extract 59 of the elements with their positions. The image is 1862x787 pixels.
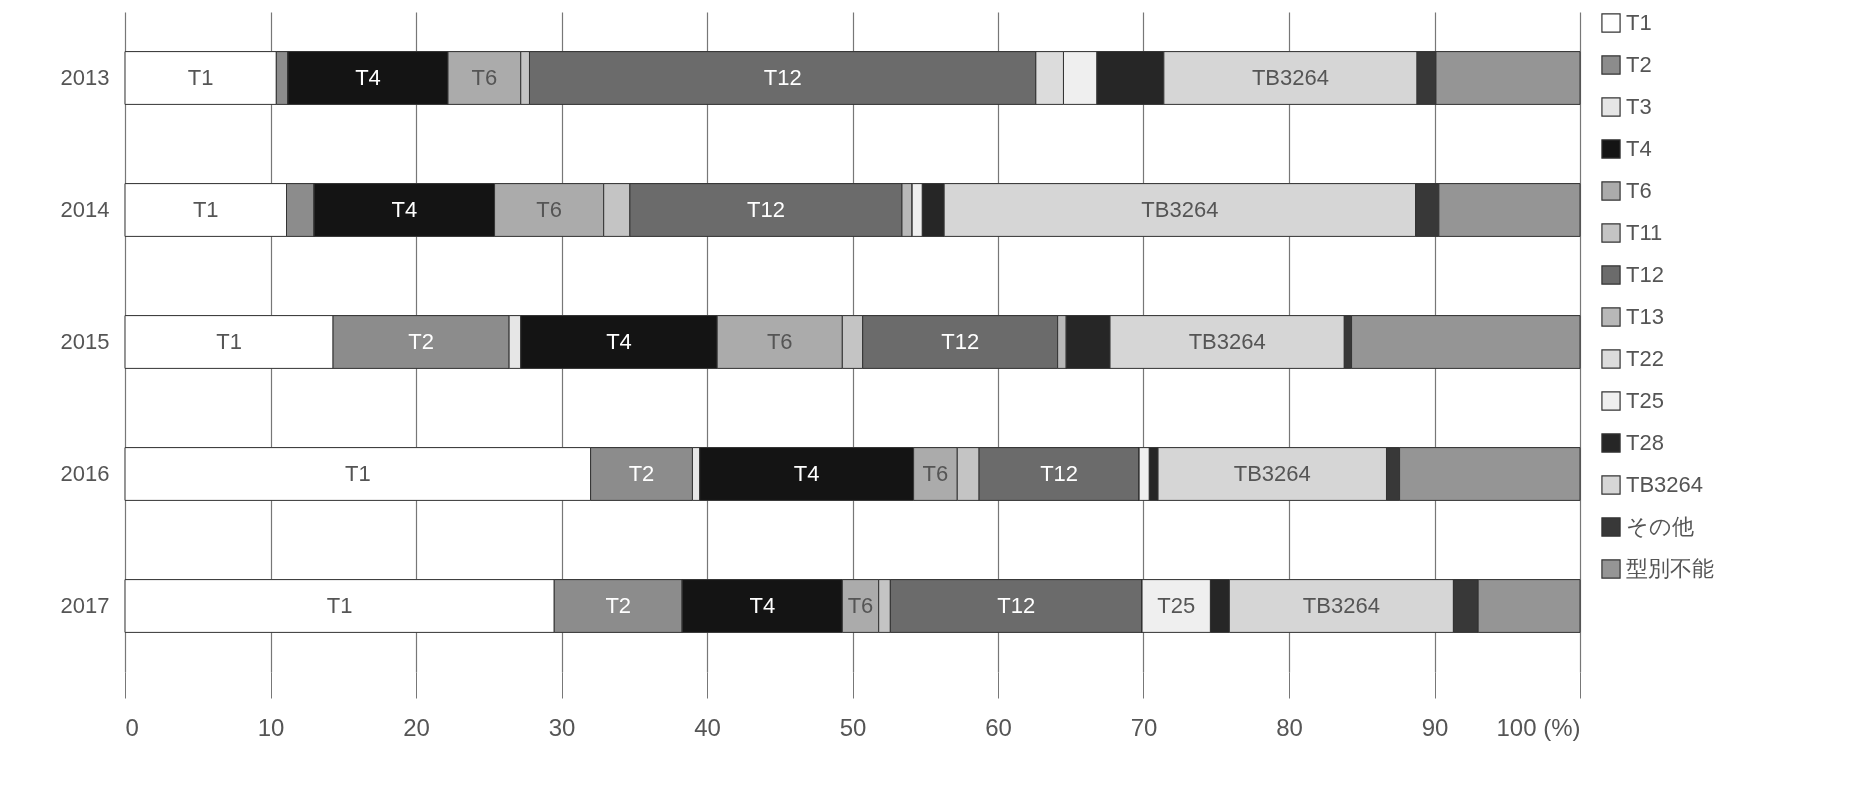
data-label: T12	[941, 329, 980, 354]
data-label: T1	[344, 461, 371, 486]
x-tick-label: 30	[548, 713, 576, 741]
legend-label: T3	[1626, 94, 1652, 119]
legend-label: T11	[1626, 220, 1663, 245]
data-label: TB3264	[1141, 197, 1219, 222]
data-label: T6	[922, 461, 949, 486]
y-tick-label: 2017	[60, 593, 110, 618]
x-tick-label: 40	[694, 713, 721, 741]
data-label: T1	[326, 593, 353, 618]
x-tick-label: 90	[1421, 713, 1449, 741]
data-label: T2	[628, 461, 655, 486]
y-tick-label: 2016	[60, 461, 110, 486]
data-label: T4	[355, 65, 381, 90]
data-label: T2	[605, 593, 632, 618]
data-label: T6	[847, 593, 874, 618]
legend-label: T13	[1626, 304, 1664, 329]
legend-label: T1	[1626, 10, 1652, 35]
x-tick-label: 10	[257, 713, 285, 741]
legend-label: T12	[1626, 262, 1664, 287]
data-label: T1	[192, 197, 219, 222]
legend-label: T28	[1626, 430, 1664, 455]
data-label: T4	[749, 593, 776, 618]
x-tick-label: 70	[1130, 713, 1158, 741]
x-tick-label: 0	[125, 713, 139, 741]
y-tick-label: 2014	[60, 197, 110, 222]
data-label: TB3264	[1302, 593, 1380, 618]
data-label: T4	[606, 329, 632, 354]
data-label: T12	[746, 197, 785, 222]
data-label: T12	[1040, 461, 1079, 486]
data-label: T1	[187, 65, 214, 90]
y-tick-label: 2013	[60, 65, 110, 90]
x-tick-label: 60	[985, 713, 1012, 741]
legend-label: 型別不能	[1626, 556, 1714, 581]
data-label: T2	[408, 329, 434, 354]
data-label: T12	[997, 593, 1036, 618]
data-label: T4	[391, 197, 418, 222]
x-tick-label: 80	[1276, 713, 1303, 741]
data-label: T6	[536, 197, 562, 222]
x-tick-label: 20	[403, 713, 430, 741]
data-label: TB3264	[1188, 329, 1266, 354]
x-tick-label: 50	[839, 713, 867, 741]
data-label: TB3264	[1233, 461, 1311, 486]
data-label: TB3264	[1251, 65, 1329, 90]
legend-label: TB3264	[1626, 472, 1704, 497]
legend-label: T4	[1626, 136, 1652, 161]
x-tick-label: 100 (%)	[1496, 713, 1581, 741]
y-tick-label: 2015	[60, 329, 110, 354]
legend-label: その他	[1626, 514, 1694, 539]
data-label: T4	[793, 461, 820, 486]
data-label: T6	[766, 329, 793, 354]
legend-label: T25	[1626, 388, 1664, 413]
legend-label: T22	[1626, 346, 1664, 371]
legend-label: T2	[1626, 52, 1652, 77]
data-label: T12	[763, 65, 802, 90]
data-label: T6	[471, 65, 498, 90]
legend-label: T6	[1626, 178, 1652, 203]
data-label: T25	[1157, 593, 1196, 618]
data-label: T1	[216, 329, 242, 354]
